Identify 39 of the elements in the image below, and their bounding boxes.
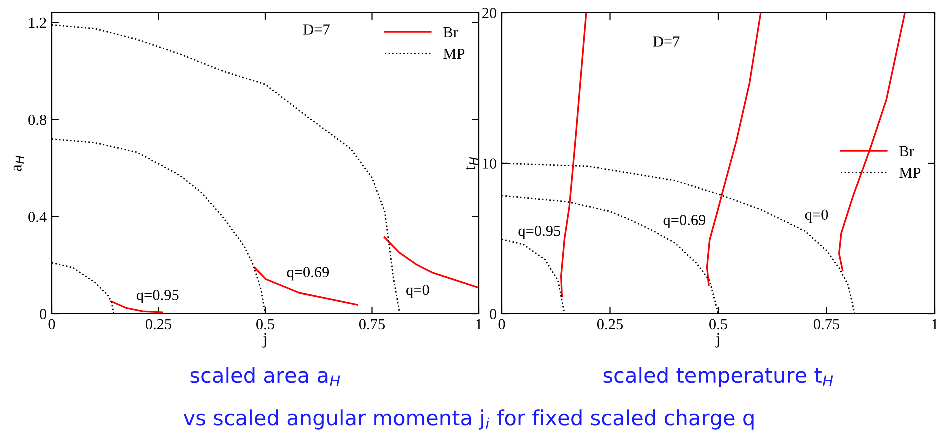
y-tick-label: 0 (40, 309, 47, 320)
x-tick-label: 0.75 (814, 319, 840, 330)
line-series (560, 13, 588, 298)
annotation: q=0.69 (664, 215, 706, 229)
annotation: q=0.69 (287, 267, 330, 281)
annotation: q=0.95 (136, 290, 179, 304)
y-tick-label: 10 (483, 158, 497, 169)
x-tick-label: 1 (932, 319, 938, 330)
x-tick-label: 0 (498, 319, 506, 330)
legend-label: Br (444, 27, 458, 38)
y-tick-label: 0.8 (28, 114, 47, 126)
y-tick-label: 0 (490, 309, 497, 320)
y-tick-label: 1.2 (29, 18, 46, 28)
text: scaled area a$_{H}$ (190, 367, 340, 386)
x-tick-label: 0.25 (597, 319, 624, 330)
x-tick-label: 0 (48, 319, 56, 330)
line-series (254, 267, 358, 306)
annotation: q=0.95 (518, 226, 561, 240)
x-tick-label: 0.75 (359, 319, 386, 330)
text: vs scaled angular momenta j$_{i}$ for fixed scaled charge q (184, 410, 754, 430)
legend-label: MP (900, 168, 921, 178)
x-tick-label: 0.5 (710, 319, 728, 330)
x-tick-label: 1 (476, 319, 482, 330)
y-axis-title: t$_{H}$ (466, 157, 478, 170)
annotation: D=7 (653, 36, 680, 47)
annotation: D=7 (304, 24, 330, 35)
line-series (706, 13, 762, 286)
legend-label: MP (444, 49, 465, 60)
x-tick-label: 0.25 (146, 319, 172, 330)
y-tick-label: 0.4 (28, 212, 47, 222)
annotation: q=0 (805, 210, 828, 224)
x-axis-title: j (262, 333, 266, 348)
x-axis-title: j (716, 333, 720, 348)
x-tick-label: 0.5 (256, 319, 274, 330)
y-tick-label: 20 (482, 8, 497, 18)
y-axis-title: a$_{H}$ (14, 156, 24, 172)
annotation: q=0 (406, 284, 430, 298)
text: scaled temperature t$_{H}$ (604, 367, 834, 388)
legend-label: Br (900, 146, 914, 156)
